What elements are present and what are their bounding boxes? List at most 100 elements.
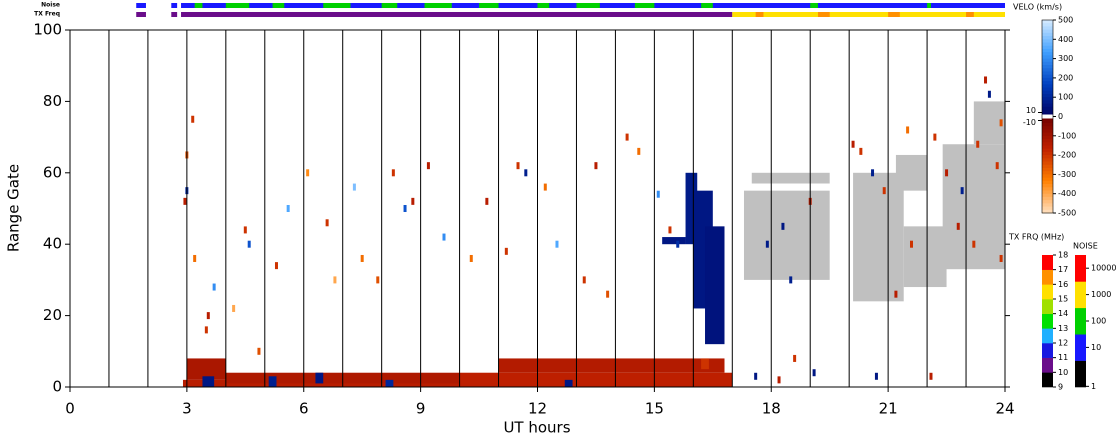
- txfreq-segment: [732, 12, 1005, 17]
- txfreq-tick-label: 16: [1058, 280, 1068, 289]
- noise-tick-label: 1000: [1091, 290, 1111, 299]
- velo-tick-label: -400: [1058, 189, 1076, 198]
- noise-tick-label: 10: [1091, 343, 1101, 352]
- velocity-point: [676, 240, 680, 248]
- velo-colorbar-cell: [1042, 52, 1053, 56]
- velo-colorbar-cell: [1042, 36, 1053, 40]
- velocity-point: [426, 162, 430, 170]
- txfreq-colorbar-cell: [1042, 357, 1053, 373]
- noise-strip-label: Noise: [41, 2, 60, 9]
- velo-colorbar-cell: [1042, 193, 1053, 198]
- velo-colorbar-cell: [1042, 139, 1053, 143]
- velo-colorbar-cell: [1042, 180, 1053, 185]
- ground-scatter: [903, 226, 947, 288]
- y-tick-label: 60: [43, 163, 62, 181]
- velocity-cell: [662, 237, 686, 245]
- txfreq-tick-label: 12: [1058, 339, 1068, 348]
- velo-colorbar-cell: [1042, 174, 1053, 179]
- velocity-point: [183, 197, 187, 205]
- noise-segment: [194, 3, 203, 8]
- noise-segment: [136, 3, 146, 8]
- velo-colorbar-cell: [1042, 132, 1053, 137]
- velocity-point: [789, 276, 793, 284]
- velocity-point: [204, 326, 208, 334]
- velo-colorbar-cell: [1042, 135, 1053, 140]
- txfreq-colorbar-cell: [1042, 313, 1053, 329]
- ground-scatter: [942, 144, 1005, 270]
- x-tick-label: 15: [645, 400, 664, 418]
- x-tick-label: 3: [182, 400, 192, 418]
- velo-colorbar-cell: [1042, 97, 1053, 101]
- x-tick-label: 24: [995, 400, 1014, 418]
- velo-colorbar-cell: [1042, 171, 1053, 175]
- velo-inner-tick-label: 10: [1026, 106, 1036, 115]
- x-tick-label: 18: [762, 400, 781, 418]
- velo-tick-label: 300: [1058, 54, 1073, 63]
- velocity-point: [286, 205, 290, 212]
- noise-segment: [323, 3, 351, 8]
- velocity-point: [606, 290, 610, 298]
- velo-tick-label: 400: [1058, 35, 1073, 44]
- velocity-point: [637, 147, 641, 155]
- velocity-point: [376, 276, 380, 284]
- velo-colorbar-cell: [1042, 55, 1053, 60]
- velocity-point: [212, 283, 216, 291]
- velo-colorbar-cell: [1042, 58, 1053, 63]
- noise-tick-label: 1: [1091, 382, 1096, 391]
- velo-colorbar-cell: [1042, 106, 1053, 111]
- ground-scatter: [751, 172, 830, 184]
- y-tick-label: 80: [43, 92, 62, 110]
- velo-title: VELO (km/s): [1013, 3, 1062, 12]
- velo-colorbar-cell: [1042, 77, 1053, 82]
- velo-colorbar-cell: [1042, 158, 1053, 163]
- velo-colorbar-cell: [1042, 203, 1053, 208]
- velocity-point: [193, 254, 197, 262]
- noise-colorbar-cell: [1075, 281, 1086, 309]
- txfreq-strip-label: TX Freq: [34, 11, 60, 18]
- velocity-point: [352, 183, 356, 191]
- txfreq-segment: [818, 12, 830, 17]
- velo-colorbar-cell: [1042, 74, 1053, 79]
- velo-colorbar-cell: [1042, 93, 1053, 98]
- txfreq-colorbar-cell: [1042, 269, 1053, 285]
- velocity-point: [516, 162, 520, 170]
- noise-segment: [537, 3, 550, 8]
- txfreq-tick-label: 13: [1058, 324, 1068, 333]
- velocity-point: [469, 254, 473, 262]
- velocity-point: [625, 133, 629, 141]
- noise-colorbar-cell: [1075, 255, 1086, 282]
- velocity-point: [325, 219, 329, 227]
- txfreq-tick-label: 9: [1058, 383, 1063, 392]
- noise-segment: [634, 3, 655, 8]
- y-tick-label: 100: [33, 21, 62, 39]
- velo-colorbar-cell: [1042, 129, 1053, 134]
- velocity-point: [504, 247, 508, 255]
- velocity-point: [781, 222, 785, 230]
- velocity-point: [243, 226, 247, 234]
- txfreq-tick-label: 11: [1058, 353, 1068, 362]
- velocity-point: [206, 312, 210, 320]
- velo-colorbar-cell: [1042, 151, 1053, 156]
- velocity-point: [360, 254, 364, 262]
- ground-scatter: [743, 190, 830, 280]
- noise-segment: [272, 3, 285, 8]
- velocity-cell: [202, 376, 215, 387]
- velo-colorbar-cell: [1042, 45, 1053, 50]
- velocity-point: [859, 147, 863, 155]
- txfreq-tick-label: 17: [1058, 265, 1068, 274]
- velo-colorbar-cell: [1042, 177, 1053, 182]
- velo-colorbar-cell: [1042, 142, 1053, 146]
- noise-segment: [810, 3, 818, 8]
- velo-colorbar-cell: [1042, 148, 1053, 153]
- velocity-cell: [385, 379, 394, 387]
- velocity-point: [874, 372, 878, 380]
- velocity-point: [972, 240, 976, 248]
- x-tick-label: 6: [299, 400, 309, 418]
- velocity-cell: [498, 358, 725, 373]
- noise-segment: [927, 3, 931, 8]
- velocity-cell: [315, 372, 324, 384]
- txfreq-tick-label: 18: [1058, 251, 1068, 260]
- velocity-point: [960, 187, 964, 195]
- velo-colorbar-cell: [1042, 184, 1053, 188]
- velo-colorbar-cell: [1042, 126, 1053, 130]
